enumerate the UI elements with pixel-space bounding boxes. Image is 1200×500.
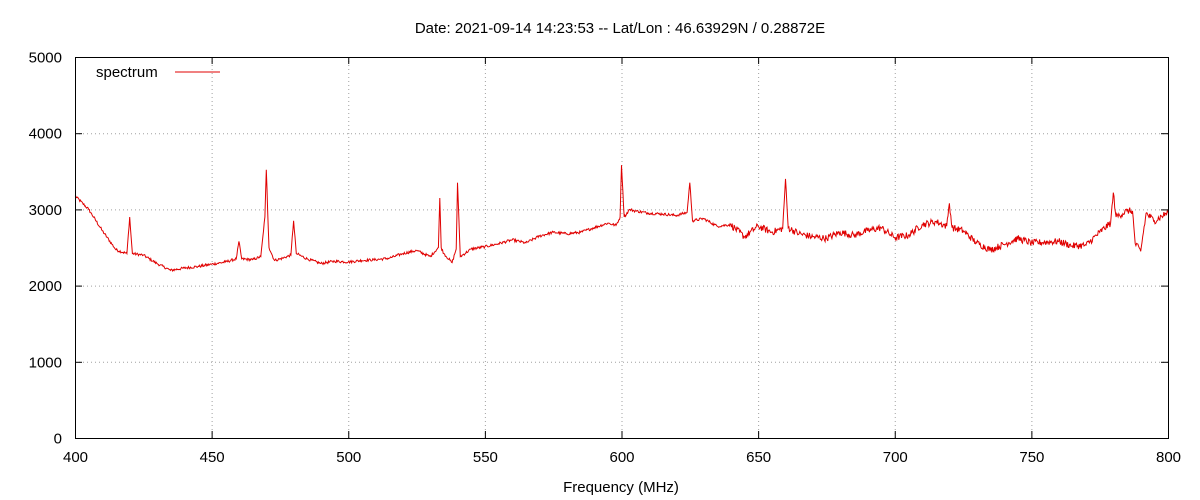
y-tick-label: 0 xyxy=(54,431,62,448)
y-tick-label: 1000 xyxy=(29,354,62,371)
x-tick-label: 450 xyxy=(200,449,225,466)
y-tick-label: 5000 xyxy=(29,50,62,67)
x-tick-label: 550 xyxy=(473,449,498,466)
x-tick-label: 400 xyxy=(63,449,88,466)
axis-ticks xyxy=(75,57,1169,439)
x-tick-label: 800 xyxy=(1156,449,1181,466)
y-tick-labels: 0 1000 2000 3000 4000 5000 xyxy=(29,50,62,448)
series-layer xyxy=(74,165,1169,273)
legend: spectrum xyxy=(96,64,220,81)
y-tick-label: 3000 xyxy=(29,202,62,219)
legend-label: spectrum xyxy=(96,64,158,81)
x-tick-label: 600 xyxy=(609,449,634,466)
series-line-spectrum xyxy=(74,165,1169,273)
y-tick-label: 2000 xyxy=(29,278,62,295)
x-tick-label: 700 xyxy=(883,449,908,466)
x-tick-labels: 400 450 500 550 600 650 700 750 800 xyxy=(63,449,1181,466)
y-tick-label: 4000 xyxy=(29,126,62,143)
x-axis-label: Frequency (MHz) xyxy=(563,479,679,496)
chart-title: Date: 2021-09-14 14:23:53 -- Lat/Lon : 4… xyxy=(415,20,825,37)
x-tick-label: 750 xyxy=(1019,449,1044,466)
grid-lines xyxy=(75,57,1168,438)
x-tick-label: 500 xyxy=(336,449,361,466)
x-tick-label: 650 xyxy=(746,449,771,466)
